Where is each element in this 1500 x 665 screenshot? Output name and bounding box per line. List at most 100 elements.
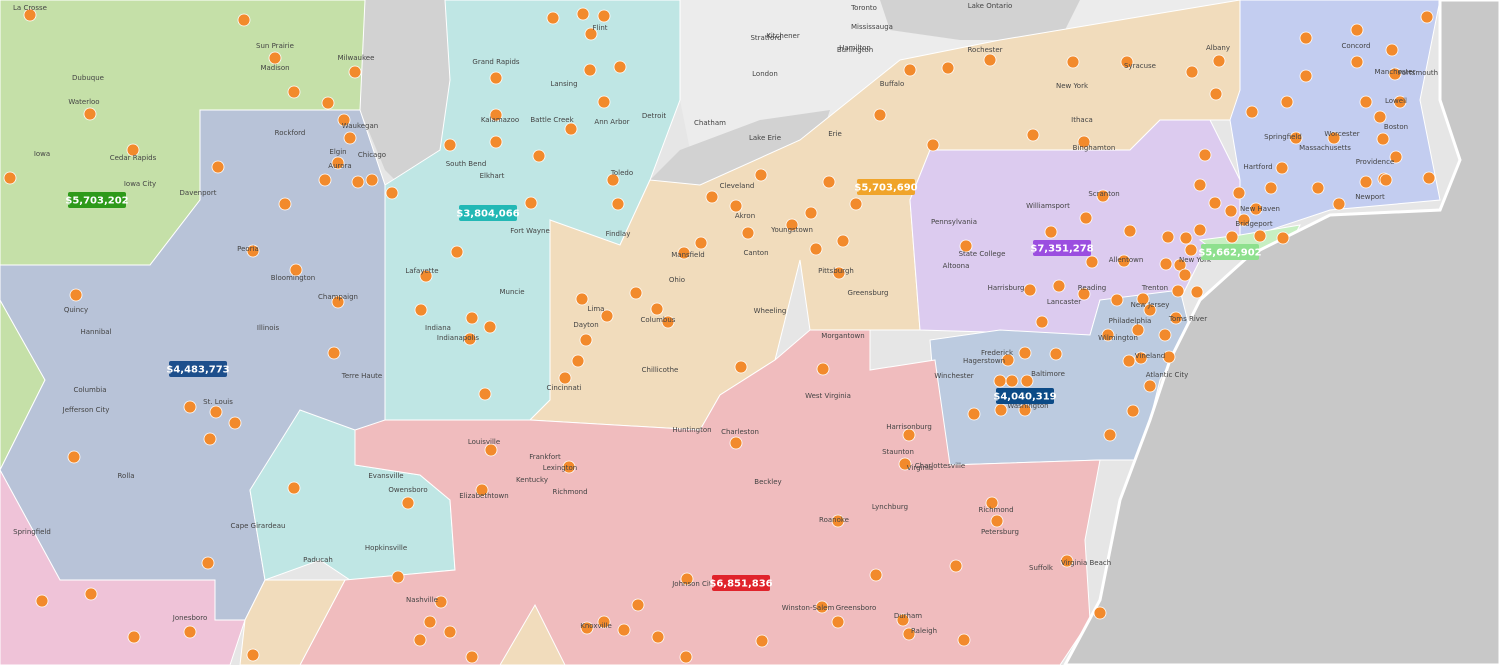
place-label: Springfield	[13, 528, 51, 536]
place-label: Manchester	[1375, 68, 1416, 76]
place-label: Muncie	[499, 288, 524, 296]
location-marker	[755, 634, 769, 648]
place-label: Jefferson City	[62, 406, 110, 414]
location-marker	[1280, 95, 1294, 109]
region-label: $6,851,836	[709, 579, 772, 590]
location-marker	[1026, 128, 1040, 142]
place-label: Beckley	[754, 478, 781, 486]
location-marker	[126, 143, 140, 157]
location-marker	[571, 354, 585, 368]
location-marker	[677, 246, 691, 260]
place-label: La Crosse	[13, 4, 47, 12]
location-marker	[35, 594, 49, 608]
location-marker	[465, 311, 479, 325]
location-marker	[287, 481, 301, 495]
location-marker	[1060, 554, 1074, 568]
location-marker	[903, 63, 917, 77]
place-label: Charlottesville	[915, 462, 965, 470]
place-label: Reading	[1078, 284, 1106, 292]
location-marker	[268, 51, 282, 65]
location-marker	[532, 149, 546, 163]
location-marker	[815, 600, 829, 614]
location-marker	[127, 630, 141, 644]
location-marker	[475, 483, 489, 497]
place-label: Johnson City	[671, 580, 716, 588]
location-marker	[1245, 105, 1259, 119]
location-marker	[1005, 374, 1019, 388]
place-label: Erie	[828, 130, 842, 138]
location-marker	[1123, 224, 1137, 238]
location-marker	[941, 61, 955, 75]
place-label: Trenton	[1141, 284, 1168, 292]
place-label: Indiana	[425, 324, 451, 332]
location-marker	[489, 71, 503, 85]
location-marker	[351, 175, 365, 189]
tan-region	[499, 603, 566, 665]
place-label: Frederick	[981, 349, 1014, 357]
place-label: Winchester	[934, 372, 973, 380]
location-marker	[1161, 230, 1175, 244]
location-marker	[1136, 292, 1150, 306]
location-marker	[576, 7, 590, 21]
location-marker	[287, 85, 301, 99]
place-label: Lowell	[1385, 97, 1407, 105]
location-marker	[69, 288, 83, 302]
location-marker	[994, 403, 1008, 417]
place-label: Fort Wayne	[510, 227, 550, 235]
location-marker	[741, 226, 755, 240]
location-marker	[1173, 258, 1187, 272]
location-marker	[1001, 353, 1015, 367]
location-marker	[869, 568, 883, 582]
location-marker	[1020, 374, 1034, 388]
location-marker	[211, 160, 225, 174]
region-label-bg	[712, 575, 770, 591]
location-marker	[83, 107, 97, 121]
location-marker	[617, 623, 631, 637]
place-label: Hamilton	[839, 44, 871, 52]
location-marker	[1103, 428, 1117, 442]
place-label: Buffalo	[880, 80, 905, 88]
markers	[3, 7, 1436, 664]
location-marker	[1077, 135, 1091, 149]
location-marker	[831, 615, 845, 629]
location-marker	[1385, 43, 1399, 57]
place-label: Harrisburg	[988, 284, 1025, 292]
location-marker	[580, 621, 594, 635]
location-marker	[1117, 254, 1131, 268]
place-label: Baltimore	[1031, 370, 1065, 378]
location-marker	[597, 9, 611, 23]
location-marker	[985, 496, 999, 510]
place-label: Huntington	[672, 426, 711, 434]
lake-michigan	[360, 0, 450, 185]
place-label: Winston-Salem	[782, 604, 835, 612]
place-label: London	[752, 70, 778, 78]
place-label: Terre Haute	[341, 372, 382, 380]
location-marker	[1023, 283, 1037, 297]
location-marker	[579, 333, 593, 347]
place-label: Syracuse	[1124, 62, 1156, 70]
place-label: Cincinnati	[547, 384, 582, 392]
region-labels: $5,703,202 $3,804,066 $5,703,690 $7,351,278…	[65, 179, 1262, 591]
location-marker	[650, 302, 664, 316]
location-marker	[1289, 131, 1303, 145]
place-label: Suffolk	[1029, 564, 1054, 572]
place-label: Louisville	[468, 438, 500, 446]
location-marker	[321, 96, 335, 110]
location-marker	[67, 450, 81, 464]
location-marker	[831, 514, 845, 528]
location-marker	[902, 627, 916, 641]
location-marker	[524, 196, 538, 210]
place-label: Chatham	[694, 119, 726, 127]
place-label: Albany	[1206, 44, 1230, 52]
place-label: Sun Prairie	[256, 42, 294, 50]
location-marker	[1122, 354, 1136, 368]
place-label: Petersburg	[981, 528, 1019, 536]
location-marker	[201, 556, 215, 570]
location-marker	[1276, 231, 1290, 245]
location-marker	[1389, 150, 1403, 164]
place-label: Morgantown	[821, 332, 864, 340]
place-label: Flint	[592, 24, 607, 32]
place-label: Toms River	[1168, 315, 1207, 323]
location-marker	[401, 496, 415, 510]
location-marker	[959, 239, 973, 253]
